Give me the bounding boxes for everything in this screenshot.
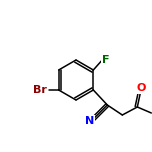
Text: N: N: [85, 116, 94, 126]
Text: Br: Br: [33, 85, 47, 95]
Text: O: O: [137, 83, 146, 93]
Text: F: F: [102, 55, 109, 65]
